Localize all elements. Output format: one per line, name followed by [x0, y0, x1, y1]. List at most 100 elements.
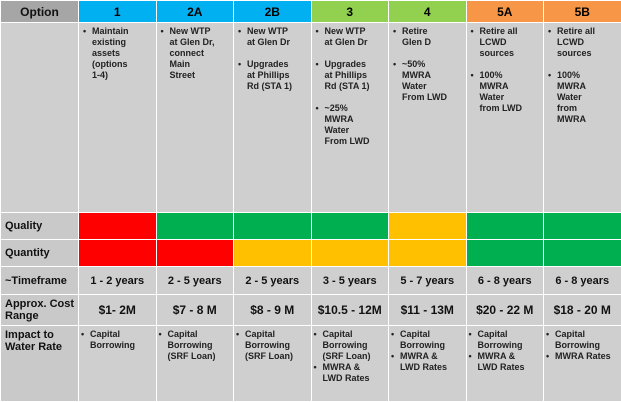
rate-line: MWRA &: [323, 362, 387, 373]
quantity-label: Quantity: [1, 240, 79, 267]
rate-line: Borrowing: [478, 340, 542, 351]
rate-line: Capital: [323, 329, 387, 340]
desc-line: New WTP: [325, 26, 387, 37]
quantity-rating-5a: [466, 240, 544, 267]
desc-line: New WTP: [170, 26, 232, 37]
rate-bullet-item: •MWRA &LWD Rates: [469, 351, 542, 373]
timeframe-3: 3 - 5 years: [311, 267, 389, 295]
cost-4: $11 - 13M: [389, 295, 467, 326]
rate-impact-label: Impact to Water Rate: [1, 326, 79, 402]
rate-line: Capital: [400, 329, 464, 340]
desc-line: Retire all: [557, 26, 619, 37]
rate-line: Capital: [478, 329, 542, 340]
quantity-rating-3: [311, 240, 389, 267]
bullet-dot-icon: •: [81, 329, 84, 340]
option-header-5b: 5B: [544, 1, 621, 23]
option-header-2b: 2B: [234, 1, 312, 23]
desc-line: MWRA: [325, 114, 387, 125]
bullet-dot-icon: •: [393, 26, 396, 37]
bullet-dot-icon: •: [469, 351, 472, 362]
desc-line: MWRA: [402, 70, 464, 81]
rate-line: (SRF Loan): [245, 351, 309, 362]
bullet-dot-icon: •: [548, 70, 551, 81]
rate-line: MWRA &: [478, 351, 542, 362]
rate-line: LWD Rates: [400, 362, 464, 373]
quality-rating-3: [311, 213, 389, 240]
desc-line: existing: [92, 37, 154, 48]
desc-line: (options: [92, 59, 154, 70]
desc-line: MWRA: [557, 81, 619, 92]
bullet-dot-icon: •: [316, 103, 319, 114]
rate-line: (SRF Loan): [323, 351, 387, 362]
timeframe-5a: 6 - 8 years: [466, 267, 544, 295]
desc-line: at Glen Dr: [247, 37, 309, 48]
desc-line: Water: [402, 81, 464, 92]
quality-rating-4: [389, 213, 467, 240]
rate-label-line1: Impact to: [5, 329, 78, 341]
quality-rating-2b: [234, 213, 312, 240]
bullet-dot-icon: •: [314, 362, 317, 373]
desc-spacer: [548, 59, 619, 70]
desc-spacer: [316, 48, 387, 59]
bullet-dot-icon: •: [238, 59, 241, 70]
desc-line: LCWD: [480, 37, 542, 48]
desc-line: Retire: [402, 26, 464, 37]
cost-label: Approx. Cost Range: [1, 295, 79, 326]
desc-line: Upgrades: [247, 59, 309, 70]
quality-label: Quality: [1, 213, 79, 240]
desc-line: Retire all: [480, 26, 542, 37]
quantity-rating-4: [389, 240, 467, 267]
rate-line: Borrowing: [90, 340, 154, 351]
bullet-dot-icon: •: [546, 329, 549, 340]
desc-line: 1-4): [92, 70, 154, 81]
desc-line: Glen D: [402, 37, 464, 48]
quality-rating-5b: [544, 213, 621, 240]
bullet-dot-icon: •: [548, 26, 551, 37]
rate-line: (SRF Loan): [168, 351, 232, 362]
desc-line: at Glen Dr: [325, 37, 387, 48]
desc-line: Rd (STA 1): [247, 81, 309, 92]
desc-line: From LWD: [325, 136, 387, 147]
rate-label-line2: Water Rate: [5, 341, 78, 353]
rate-line: Capital: [555, 329, 619, 340]
desc-line: sources: [557, 48, 619, 59]
desc-line: Upgrades: [325, 59, 387, 70]
cost-1: $1- 2M: [79, 295, 157, 326]
desc-line: from: [557, 103, 619, 114]
bullet-dot-icon: •: [83, 26, 86, 37]
rate-line: LWD Rates: [323, 373, 387, 384]
rate-line: Borrowing: [168, 340, 232, 351]
quality-rating-1: [79, 213, 157, 240]
bullet-dot-icon: •: [471, 70, 474, 81]
timeframe-2a: 2 - 5 years: [156, 267, 234, 295]
rate-line: Borrowing: [555, 340, 619, 351]
desc-line: ~50%: [402, 59, 464, 70]
desc-line: at Glen Dr,: [170, 37, 232, 48]
